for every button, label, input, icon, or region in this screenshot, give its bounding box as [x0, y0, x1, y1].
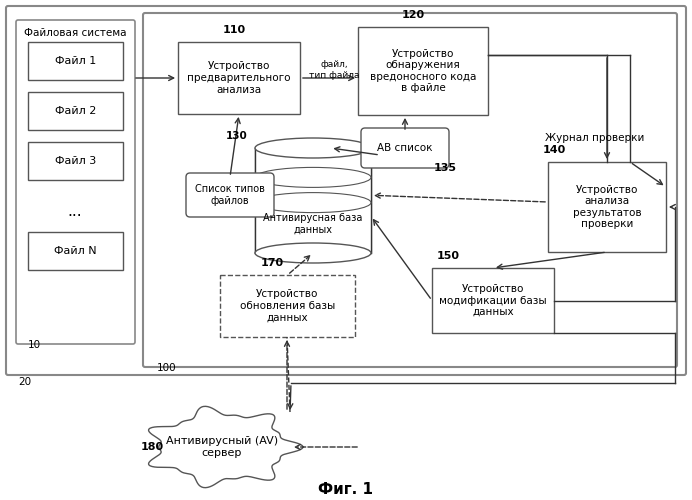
Bar	[28, 232, 123, 270]
Bar	[255, 148, 371, 253]
Text: 130: 130	[226, 131, 248, 141]
Bar	[28, 42, 123, 80]
Text: 110: 110	[222, 25, 246, 35]
Text: 140: 140	[543, 145, 566, 155]
Ellipse shape	[255, 138, 371, 158]
Text: Файл 3: Файл 3	[55, 156, 96, 166]
Text: 170: 170	[261, 258, 284, 268]
Polygon shape	[255, 148, 371, 253]
Text: Устройство
обновления базы
данных: Устройство обновления базы данных	[240, 290, 335, 322]
FancyBboxPatch shape	[143, 13, 677, 367]
Bar	[358, 27, 488, 115]
Text: ...: ...	[68, 204, 82, 220]
Text: Антивирусный (AV)
сервер: Антивирусный (AV) сервер	[166, 436, 278, 458]
Ellipse shape	[255, 243, 371, 263]
Text: 150: 150	[437, 251, 460, 261]
Bar	[28, 142, 123, 180]
Text: Список типов
файлов: Список типов файлов	[195, 184, 265, 206]
Text: Файл N: Файл N	[54, 246, 97, 256]
Text: 180: 180	[140, 442, 163, 452]
Text: Файловая система: Файловая система	[24, 28, 126, 38]
Text: Устройство
анализа
результатов
проверки: Устройство анализа результатов проверки	[573, 184, 641, 230]
Text: Устройство
обнаружения
вредоносного кода
в файле: Устройство обнаружения вредоносного кода…	[370, 48, 476, 94]
FancyBboxPatch shape	[186, 173, 274, 217]
FancyBboxPatch shape	[6, 6, 686, 375]
FancyBboxPatch shape	[361, 128, 449, 168]
Bar	[220, 275, 355, 337]
Text: 10: 10	[28, 340, 41, 350]
Text: Файл 1: Файл 1	[55, 56, 96, 66]
Text: 100: 100	[157, 363, 176, 373]
Text: 20: 20	[18, 377, 31, 387]
Text: Журнал проверки: Журнал проверки	[545, 133, 645, 143]
FancyBboxPatch shape	[16, 20, 135, 344]
Text: Антивирусная база
данных: Антивирусная база данных	[264, 213, 363, 234]
Text: 135: 135	[433, 163, 457, 173]
Bar	[178, 42, 300, 114]
Bar	[432, 268, 554, 333]
Text: Устройство
предварительного
анализа: Устройство предварительного анализа	[188, 62, 291, 94]
Text: 120: 120	[401, 10, 425, 20]
Text: Файл 2: Файл 2	[55, 106, 96, 116]
Polygon shape	[149, 406, 303, 488]
Text: Устройство
модификации базы
данных: Устройство модификации базы данных	[439, 284, 547, 317]
Text: Фиг. 1: Фиг. 1	[318, 482, 374, 498]
Text: файл,
тип файла: файл, тип файла	[309, 60, 359, 80]
Text: АВ список: АВ список	[377, 143, 432, 153]
Bar	[548, 162, 666, 252]
Bar	[28, 92, 123, 130]
